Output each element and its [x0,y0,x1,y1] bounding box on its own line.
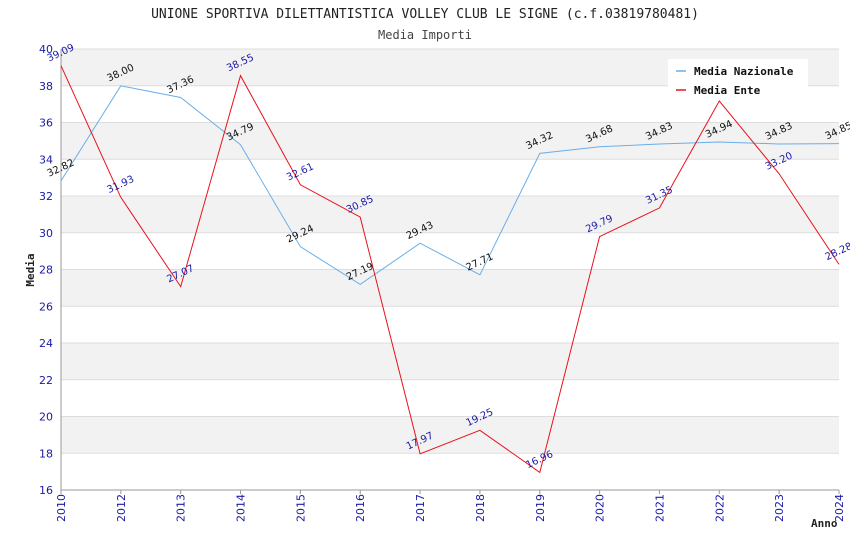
y-tick-label: 18 [39,447,53,460]
legend-label: Media Nazionale [694,65,794,78]
y-tick-label: 30 [39,227,53,240]
y-tick-label: 40 [39,43,53,56]
series-line-media-nazionale [60,85,840,285]
chart-title: UNIONE SPORTIVA DILETTANTISTICA VOLLEY C… [151,7,699,22]
chart-subtitle: Media Importi [378,28,472,42]
x-axis-label: Anno [811,517,838,530]
x-tick-label: 2012 [115,494,128,522]
series-line-media-ente [60,65,840,474]
x-tick-label: 2020 [594,494,607,522]
legend-box [668,59,808,99]
y-tick-label: 38 [39,80,53,93]
x-tick-label: 2015 [294,494,307,522]
x-tick-label: 2010 [55,494,68,522]
grid-band [61,416,839,454]
y-tick-label: 26 [39,300,53,313]
x-tick-label: 2017 [414,494,427,522]
y-axis-label: Media [24,253,37,286]
series [60,65,840,474]
y-tick-label: 22 [39,374,53,387]
legend: Media Nazionale Media Ente [668,59,808,99]
legend-label: Media Ente [694,84,761,97]
y-tick-label: 20 [39,411,53,424]
x-tick-label: 2013 [175,494,188,522]
x-tick-label: 2023 [773,494,786,522]
y-tick-label: 32 [39,190,53,203]
y-tick-label: 36 [39,117,53,130]
grid-band [61,343,839,380]
x-tick-label: 2018 [474,494,487,522]
x-tick-label: 2014 [235,494,248,522]
y-tick-label: 28 [39,264,53,277]
y-tick-label: 24 [39,337,53,350]
grid-band [61,196,839,233]
grid-band [61,122,839,160]
x-tick-label: 2019 [534,494,547,522]
y-tick-label: 34 [39,153,53,166]
x-tick-label: 2016 [354,494,367,522]
grid [61,48,839,491]
x-tick-label: 2022 [713,494,726,522]
x-tick-label: 2021 [653,494,666,522]
x-tick-label: 2024 [833,494,846,522]
y-tick-label: 16 [39,484,53,497]
grid-band [61,269,839,307]
